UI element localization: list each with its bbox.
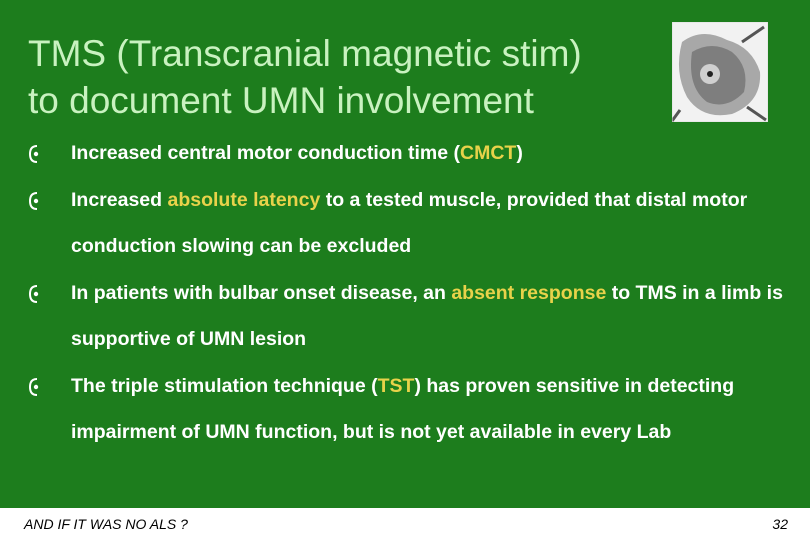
bullet-text: The triple stimulation technique ( — [71, 374, 378, 397]
bullet-text: Increased central motor conduction time … — [71, 142, 460, 164]
bullet-text: ) — [516, 142, 523, 164]
bullet-item: In patients with bulbar onset disease, a… — [28, 270, 788, 363]
footer-text: AND IF IT WAS NO ALS ? — [24, 516, 188, 532]
bullet-text: Increased — [71, 188, 168, 211]
bullet-item: Increased central motor conduction time … — [28, 130, 788, 177]
highlight-text: absolute latency — [167, 188, 321, 211]
highlight-text: absent response — [451, 281, 607, 304]
bullet-icon — [28, 191, 39, 210]
highlight-text: TST — [377, 374, 415, 397]
bullet-list: Increased central motor conduction time … — [28, 130, 788, 456]
bullet-icon — [28, 284, 39, 303]
bullet-text: to a tested muscle, provided that distal… — [71, 188, 748, 258]
bullet-item: The triple stimulation technique (TST) h… — [28, 363, 788, 456]
title: TMS (Transcranial magnetic stim) to docu… — [28, 30, 582, 124]
bullet-icon — [28, 377, 39, 396]
title-line: TMS (Transcranial magnetic stim) — [28, 33, 582, 74]
bullet-text: ) has proven sensitive in detecting impa… — [71, 374, 735, 444]
footer: AND IF IT WAS NO ALS ? 32 — [0, 508, 810, 540]
highlight-text: CMCT — [460, 142, 517, 164]
bullet-icon — [28, 145, 39, 163]
title-line: to document UMN involvement — [28, 80, 534, 121]
neuron-image — [672, 22, 768, 122]
page-number: 32 — [772, 516, 788, 532]
bullet-text: to TMS in a limb is supportive of UMN le… — [71, 281, 783, 351]
bullet-text: In patients with bulbar onset disease, a… — [71, 281, 452, 304]
bullet-item: Increased absolute latency to a tested m… — [28, 177, 788, 270]
